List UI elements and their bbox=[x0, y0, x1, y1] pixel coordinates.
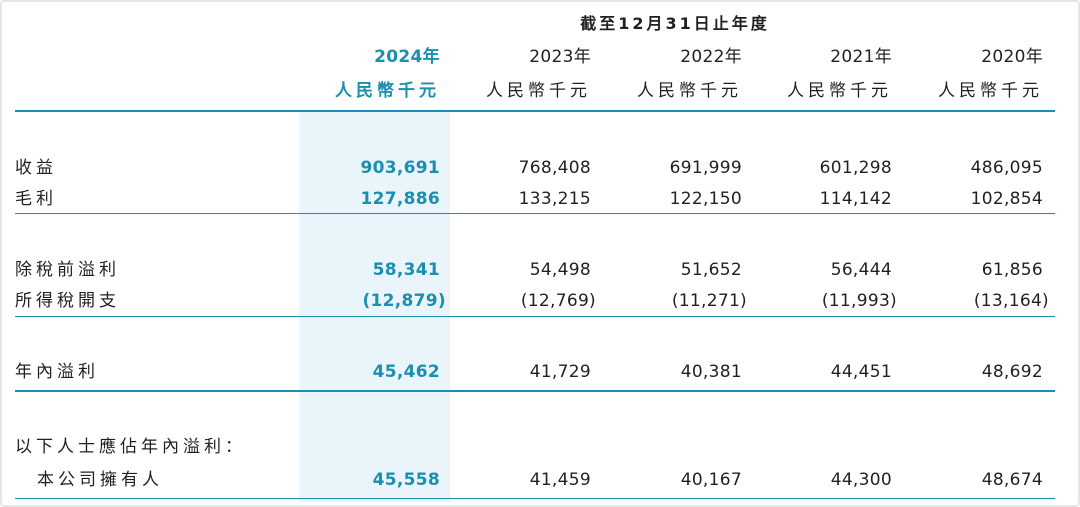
row-label-owners: 本公司擁有人 bbox=[37, 470, 163, 490]
income-tax-2023: (12,769) bbox=[520, 291, 596, 311]
year-header-2021: 2021年 bbox=[830, 47, 892, 67]
profit-before-tax-2023: 54,498 bbox=[529, 260, 591, 280]
rule-after-gross-profit bbox=[15, 213, 1055, 214]
income-tax-2022: (11,271) bbox=[671, 291, 747, 311]
gross-profit-2022: 122,150 bbox=[669, 189, 742, 209]
owners-2020: 48,674 bbox=[981, 470, 1043, 490]
unit-header-2022: 人民幣千元 bbox=[637, 81, 742, 101]
year-header-2024: 2024年 bbox=[374, 47, 440, 67]
owners-2021: 44,300 bbox=[830, 470, 892, 490]
revenue-2022: 691,999 bbox=[669, 158, 742, 178]
unit-header-2024: 人民幣千元 bbox=[335, 81, 440, 101]
gross-profit-2021: 114,142 bbox=[819, 189, 892, 209]
gross-profit-2023: 133,215 bbox=[518, 189, 591, 209]
owners-2022: 40,167 bbox=[680, 470, 742, 490]
income-tax-2024: (12,879) bbox=[362, 291, 446, 311]
unit-header-2020: 人民幣千元 bbox=[938, 81, 1043, 101]
revenue-2020: 486,095 bbox=[970, 158, 1043, 178]
year-header-2023: 2023年 bbox=[529, 47, 591, 67]
row-label-income-tax: 所得稅開支 bbox=[15, 291, 120, 311]
unit-header-2021: 人民幣千元 bbox=[787, 81, 892, 101]
row-label-attributable-heading: 以下人士應佔年內溢利： bbox=[15, 437, 246, 457]
income-tax-2021: (11,993) bbox=[821, 291, 897, 311]
row-label-profit-before-tax: 除稅前溢利 bbox=[15, 260, 120, 280]
row-label-gross-profit: 毛利 bbox=[15, 189, 57, 209]
revenue-2023: 768,408 bbox=[518, 158, 591, 178]
row-label-revenue: 收益 bbox=[15, 158, 57, 178]
current-year-highlight-column bbox=[299, 112, 450, 502]
row-label-profit-for-year: 年內溢利 bbox=[15, 362, 99, 382]
period-heading: 截至12月31日止年度 bbox=[580, 14, 770, 33]
profit-before-tax-2021: 56,444 bbox=[830, 260, 892, 280]
owners-2023: 41,459 bbox=[529, 470, 591, 490]
profit-for-year-2023: 41,729 bbox=[529, 362, 591, 382]
header-rule bbox=[15, 110, 1055, 112]
profit-before-tax-2020: 61,856 bbox=[981, 260, 1043, 280]
profit-before-tax-2022: 51,652 bbox=[680, 260, 742, 280]
income-tax-2020: (13,164) bbox=[973, 291, 1049, 311]
revenue-2021: 601,298 bbox=[819, 158, 892, 178]
rule-after-owners bbox=[15, 498, 1055, 499]
year-header-2022: 2022年 bbox=[680, 47, 742, 67]
rule-after-income-tax bbox=[15, 316, 1055, 317]
profit-for-year-2021: 44,451 bbox=[830, 362, 892, 382]
owners-2024: 45,558 bbox=[372, 470, 440, 490]
unit-header-2023: 人民幣千元 bbox=[486, 81, 591, 101]
profit-for-year-2024: 45,462 bbox=[372, 362, 440, 382]
profit-for-year-2020: 48,692 bbox=[981, 362, 1043, 382]
rule-after-profit-for-year bbox=[15, 390, 1055, 392]
profit-for-year-2022: 40,381 bbox=[680, 362, 742, 382]
gross-profit-2020: 102,854 bbox=[970, 189, 1043, 209]
profit-before-tax-2024: 58,341 bbox=[372, 260, 440, 280]
revenue-2024: 903,691 bbox=[360, 158, 440, 178]
gross-profit-2024: 127,886 bbox=[360, 189, 440, 209]
year-header-2020: 2020年 bbox=[981, 47, 1043, 67]
